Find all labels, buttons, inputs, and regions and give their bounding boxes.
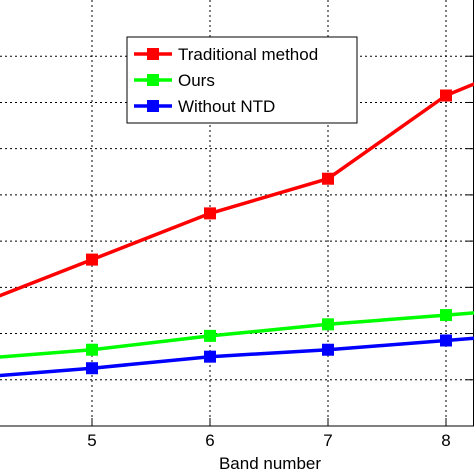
data-point-series-0 [86,253,98,266]
data-point-series-1 [322,318,334,331]
legend-marker-1 [147,74,159,86]
x-axis-label: Band number [219,454,321,473]
data-point-series-1 [86,343,98,356]
series-line-2 [0,336,474,378]
legend-marker-0 [147,48,159,60]
data-point-series-0 [322,172,334,185]
series-line-0 [0,82,474,298]
x-tick-label: 5 [87,431,96,450]
series-line-1 [0,311,474,359]
legend-label-0: Traditional method [178,45,318,64]
data-point-series-0 [440,89,452,102]
data-point-series-1 [440,309,452,322]
data-point-series-2 [86,362,98,375]
x-tick-label: 6 [205,431,214,450]
x-tick-label: 8 [441,431,450,450]
legend: Traditional method Ours Without NTD [126,36,358,124]
data-point-series-1 [204,329,216,342]
data-point-series-0 [204,207,216,220]
tick-labels: 5 6 7 8 [87,431,450,450]
legend-label-2: Without NTD [178,97,275,116]
data-point-series-2 [440,334,452,347]
x-tick-label: 7 [323,431,332,450]
data-point-series-2 [204,350,216,363]
legend-marker-2 [147,100,159,112]
data-point-series-2 [322,343,334,356]
legend-items: Traditional method Ours Without NTD [134,45,318,116]
legend-label-1: Ours [178,71,215,90]
series-layer [0,82,474,378]
